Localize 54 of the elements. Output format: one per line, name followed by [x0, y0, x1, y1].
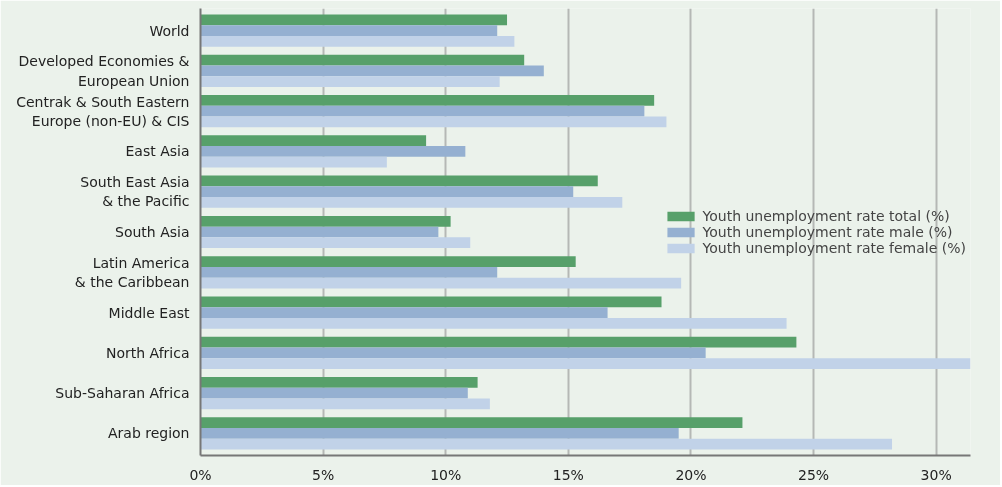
y-tick-label: South Asia: [115, 224, 190, 240]
bar: [200, 237, 471, 249]
bar: [200, 215, 451, 227]
bar: [200, 186, 574, 198]
bar: [200, 277, 682, 289]
y-tick-label: World: [149, 22, 190, 39]
bar: [200, 95, 655, 106]
y-tick-label: Developed Economies & European Union: [18, 53, 190, 89]
y-tick-label: Latin America & the Caribbean: [74, 254, 190, 290]
bar: [200, 398, 490, 410]
bar: [200, 65, 544, 77]
x-tick-label: 5%: [312, 466, 335, 483]
bar: [200, 146, 466, 157]
bar: [200, 347, 706, 359]
bar: [200, 317, 787, 329]
y-tick-label: South East Asia & the Pacific: [80, 174, 190, 210]
bar: [200, 36, 515, 47]
bar: [200, 197, 623, 208]
bar: [200, 307, 608, 318]
bar: [200, 417, 743, 428]
bar: [200, 296, 662, 308]
y-tick-label: North Africa: [105, 344, 190, 361]
y-tick-label: Arab region: [107, 425, 190, 442]
x-tick-label: 15%: [552, 466, 584, 483]
bar: [200, 336, 797, 348]
x-tick-label: 25%: [798, 466, 830, 483]
y-tick-label: Middle East: [108, 304, 191, 321]
bar: [200, 156, 387, 168]
bar: [200, 266, 498, 278]
bar: [200, 175, 598, 187]
bar: [200, 14, 508, 26]
bar: [200, 105, 645, 117]
legend-label: Youth unemployment rate male (%): [702, 223, 953, 240]
y-tick-label: Centrak & South Eastern Europe (non-EU) & CIS: [16, 93, 190, 129]
bar: [200, 427, 679, 439]
y-tick-label: Sub-Saharan Africa: [55, 385, 190, 402]
bar: [200, 116, 667, 128]
bar: [200, 54, 525, 66]
bar: [200, 76, 500, 88]
x-tick-label: 20%: [675, 466, 707, 483]
bar: [200, 358, 971, 369]
bar: [200, 25, 498, 37]
y-tick-label: East Asia: [125, 143, 190, 160]
x-tick-label: 10%: [430, 466, 462, 483]
legend-label: Youth unemployment rate female (%): [702, 239, 966, 256]
bar: [200, 387, 468, 399]
bar: [200, 135, 427, 147]
bar: [200, 256, 576, 267]
bar: [200, 376, 478, 388]
x-tick-label: 0%: [189, 466, 212, 483]
bar: [200, 438, 893, 450]
legend-label: Youth unemployment rate total (%): [702, 207, 950, 224]
bar: [200, 226, 439, 238]
x-tick-label: 30%: [920, 466, 952, 483]
